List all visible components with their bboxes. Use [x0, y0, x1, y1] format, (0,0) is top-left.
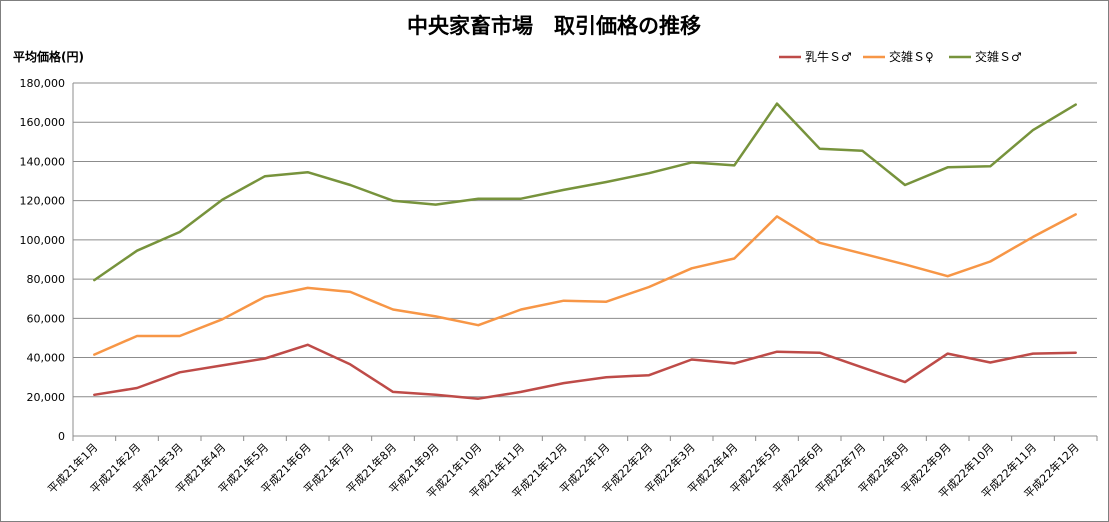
- y-tick-label: 80,000: [27, 273, 66, 286]
- y-tick-label: 120,000: [20, 195, 66, 208]
- series-line-1: [93, 213, 1077, 356]
- y-tick-label: 160,000: [20, 116, 66, 129]
- y-tick-label: 40,000: [27, 352, 66, 365]
- x-axis-ticks: 平成21年1月平成21年2月平成21年3月平成21年4月平成21年5月平成21年…: [45, 436, 1098, 501]
- y-tick-label: 180,000: [20, 77, 66, 90]
- series-line-0: [93, 343, 1077, 400]
- gridlines: [72, 82, 1097, 437]
- y-tick-label: 140,000: [20, 155, 66, 168]
- legend-label-2: 交雑Ｓ♂: [975, 49, 1022, 64]
- legend-label-0: 乳牛Ｓ♂: [805, 49, 852, 64]
- y-axis-label: 平均価格(円): [13, 49, 84, 64]
- chart-title: 中央家畜市場 取引価格の推移: [407, 14, 701, 38]
- legend-label-1: 交雑Ｓ♀: [889, 49, 934, 64]
- y-tick-label: 0: [58, 430, 65, 443]
- y-tick-label: 100,000: [20, 234, 66, 247]
- series-line-2: [93, 102, 1077, 282]
- y-axis-ticks: 0 20,000 40,000 60,000 80,000 100,000 120,000 1…: [20, 77, 66, 443]
- y-tick-label: 20,000: [27, 391, 66, 404]
- series-lines: [93, 102, 1077, 400]
- y-tick-label: 60,000: [27, 312, 66, 325]
- legend: 乳牛Ｓ♂ 交雑Ｓ♀ 交雑Ｓ♂: [779, 49, 1022, 64]
